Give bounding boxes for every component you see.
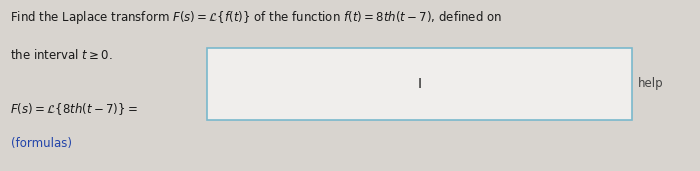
FancyBboxPatch shape [206,48,632,120]
Text: the interval $t \geq 0$.: the interval $t \geq 0$. [10,48,113,62]
Text: I: I [417,77,421,91]
Text: (formulas): (formulas) [10,137,71,150]
Text: Find the Laplace transform $F(s) = \mathcal{L}\{f(t)\}$ of the function $f(t) = : Find the Laplace transform $F(s) = \math… [10,9,503,25]
Text: help: help [638,77,664,90]
Text: $F(s) = \mathcal{L}\{8th(t - 7)\} =$: $F(s) = \mathcal{L}\{8th(t - 7)\} =$ [10,101,138,117]
